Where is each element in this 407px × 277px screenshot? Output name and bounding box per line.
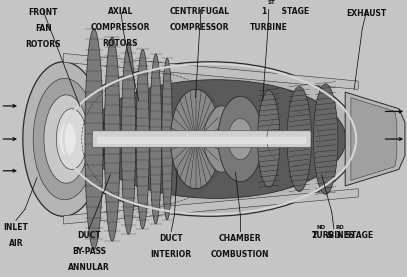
Text: 1: 1 xyxy=(261,7,267,16)
Text: COMBUSTION: COMBUSTION xyxy=(211,250,269,259)
Ellipse shape xyxy=(218,96,263,182)
Ellipse shape xyxy=(86,80,346,198)
Polygon shape xyxy=(63,189,358,224)
Ellipse shape xyxy=(44,95,89,183)
Text: RD: RD xyxy=(336,225,345,230)
Text: STAGE: STAGE xyxy=(279,7,309,16)
Ellipse shape xyxy=(228,118,252,160)
Ellipse shape xyxy=(258,91,280,187)
Text: AIR: AIR xyxy=(9,239,23,248)
Text: COMPRESSOR: COMPRESSOR xyxy=(91,23,150,32)
Ellipse shape xyxy=(56,109,87,170)
Ellipse shape xyxy=(85,29,103,249)
Text: INLET: INLET xyxy=(4,223,28,232)
Text: INTERIOR: INTERIOR xyxy=(151,250,192,259)
Text: 2: 2 xyxy=(311,232,317,240)
Ellipse shape xyxy=(150,54,162,224)
Text: COMPRESSOR: COMPRESSOR xyxy=(170,23,230,32)
Text: ND: ND xyxy=(316,225,326,230)
Text: CENTRIFUGAL: CENTRIFUGAL xyxy=(170,7,230,16)
Text: ANNULAR: ANNULAR xyxy=(68,263,110,273)
FancyBboxPatch shape xyxy=(97,137,306,144)
Text: BY-PASS: BY-PASS xyxy=(72,247,106,257)
Text: EXHAUST: EXHAUST xyxy=(346,9,387,18)
Text: FAN: FAN xyxy=(35,24,52,33)
Text: ST: ST xyxy=(268,0,276,5)
Ellipse shape xyxy=(162,58,173,220)
Ellipse shape xyxy=(105,37,120,241)
Ellipse shape xyxy=(204,106,240,172)
Polygon shape xyxy=(345,92,405,186)
Ellipse shape xyxy=(121,44,136,234)
FancyBboxPatch shape xyxy=(92,131,311,147)
Text: DUCT: DUCT xyxy=(77,232,101,240)
Polygon shape xyxy=(351,98,397,180)
Text: TURBINE: TURBINE xyxy=(250,23,288,32)
Text: & 3: & 3 xyxy=(324,232,341,240)
Text: STAGE: STAGE xyxy=(343,232,373,240)
Ellipse shape xyxy=(59,122,76,156)
Text: CHAMBER: CHAMBER xyxy=(219,234,262,243)
Ellipse shape xyxy=(33,78,96,200)
Text: AXIAL: AXIAL xyxy=(108,7,133,16)
Ellipse shape xyxy=(23,62,104,216)
Ellipse shape xyxy=(287,87,311,191)
Text: DUCT: DUCT xyxy=(160,234,183,243)
Ellipse shape xyxy=(61,62,358,216)
Text: ROTORS: ROTORS xyxy=(103,39,138,48)
Ellipse shape xyxy=(313,84,338,194)
Text: TURBINES: TURBINES xyxy=(312,232,355,240)
Ellipse shape xyxy=(190,131,201,147)
Ellipse shape xyxy=(136,49,149,229)
Text: ROTORS: ROTORS xyxy=(25,40,61,49)
Text: FRONT: FRONT xyxy=(28,8,58,17)
Ellipse shape xyxy=(171,89,221,189)
Polygon shape xyxy=(63,53,358,89)
